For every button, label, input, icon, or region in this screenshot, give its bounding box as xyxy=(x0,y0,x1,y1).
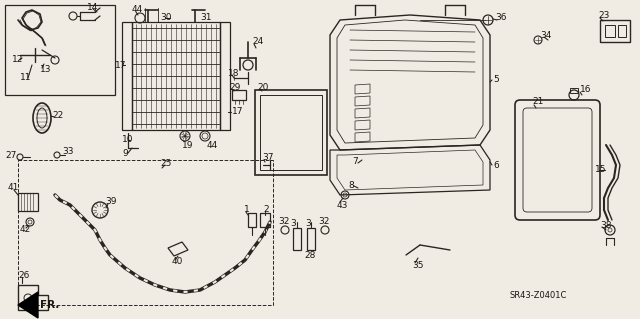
Text: 19: 19 xyxy=(182,140,193,150)
Text: 17: 17 xyxy=(115,61,127,70)
Bar xyxy=(18,193,38,211)
Bar xyxy=(255,90,327,175)
Text: 43: 43 xyxy=(337,201,348,210)
Text: 34: 34 xyxy=(540,31,552,40)
Text: 33: 33 xyxy=(62,147,74,157)
Text: 6: 6 xyxy=(493,160,499,169)
Text: 42: 42 xyxy=(20,226,31,234)
Text: 30: 30 xyxy=(160,13,172,23)
Text: 16: 16 xyxy=(580,85,591,94)
Text: 11: 11 xyxy=(20,73,31,83)
Text: SR43-Z0401C: SR43-Z0401C xyxy=(510,291,568,300)
Text: 18: 18 xyxy=(228,70,239,78)
Text: 44: 44 xyxy=(207,140,218,150)
Bar xyxy=(600,20,630,42)
Text: 28: 28 xyxy=(304,250,316,259)
Text: 38: 38 xyxy=(600,220,611,229)
Text: 23: 23 xyxy=(598,11,609,20)
Text: 1: 1 xyxy=(244,205,250,214)
Text: 15: 15 xyxy=(595,166,607,174)
Text: 8: 8 xyxy=(348,181,354,189)
Text: 36: 36 xyxy=(495,13,506,23)
Text: 20: 20 xyxy=(257,84,268,93)
Text: 35: 35 xyxy=(412,261,424,270)
Bar xyxy=(570,88,578,93)
Text: 44: 44 xyxy=(132,5,143,14)
Text: FR.: FR. xyxy=(40,300,60,310)
Bar xyxy=(260,95,322,170)
Bar xyxy=(260,213,270,227)
Bar xyxy=(307,228,315,250)
Text: 32: 32 xyxy=(318,218,330,226)
Text: 2: 2 xyxy=(263,205,269,214)
Text: 7: 7 xyxy=(352,158,358,167)
Text: 24: 24 xyxy=(252,38,263,47)
Text: 22: 22 xyxy=(52,112,63,121)
Polygon shape xyxy=(18,292,38,318)
Text: 5: 5 xyxy=(493,76,499,85)
Bar xyxy=(5,5,115,95)
Bar xyxy=(618,25,626,37)
Text: 3: 3 xyxy=(290,219,296,228)
Bar xyxy=(132,22,220,130)
Text: 17: 17 xyxy=(232,108,243,116)
Text: 26: 26 xyxy=(18,271,29,279)
Text: 31: 31 xyxy=(200,13,211,23)
Text: 13: 13 xyxy=(40,65,51,75)
Bar xyxy=(605,25,615,37)
Text: 40: 40 xyxy=(172,257,184,266)
Text: 39: 39 xyxy=(105,197,116,206)
Bar xyxy=(248,213,256,227)
Text: 21: 21 xyxy=(532,98,543,107)
Bar xyxy=(18,160,273,305)
Bar xyxy=(293,228,301,250)
Text: 14: 14 xyxy=(87,4,99,12)
Text: 9: 9 xyxy=(122,149,128,158)
Text: 41: 41 xyxy=(8,183,19,192)
Text: 37: 37 xyxy=(262,153,273,162)
Text: 25: 25 xyxy=(160,159,172,167)
Text: 12: 12 xyxy=(12,56,24,64)
Text: 10: 10 xyxy=(122,136,134,145)
Text: 32: 32 xyxy=(278,218,289,226)
Text: 3: 3 xyxy=(305,219,311,228)
Bar xyxy=(232,90,246,100)
Text: 27: 27 xyxy=(5,151,17,160)
Text: 29: 29 xyxy=(229,84,241,93)
